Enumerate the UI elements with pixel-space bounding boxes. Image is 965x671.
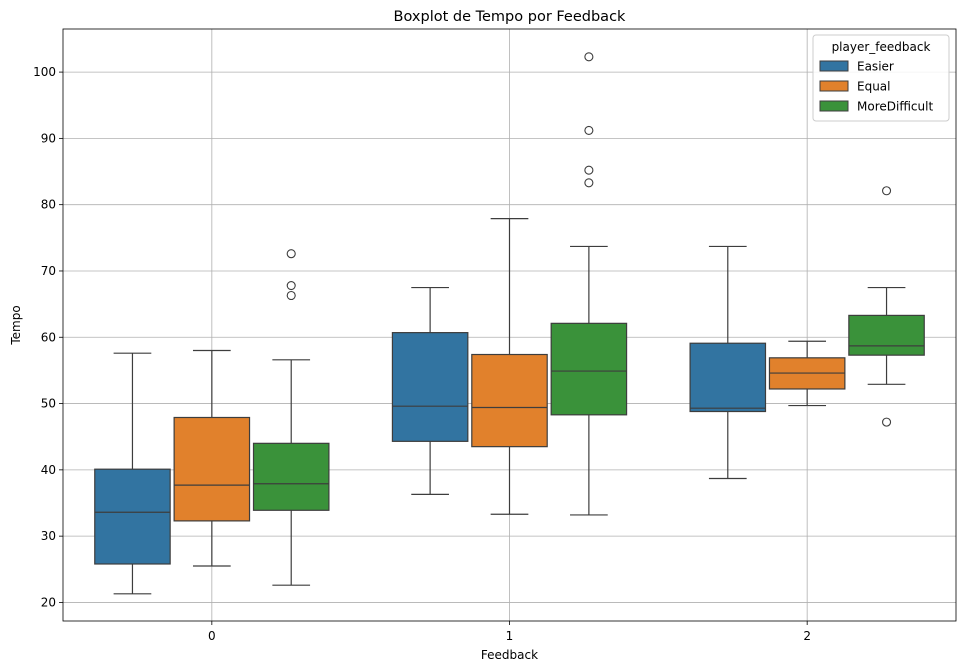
box-group: [768, 340, 846, 407]
box-group: [848, 186, 925, 427]
y-tick-label: 100: [33, 65, 56, 79]
chart-title: Boxplot de Tempo por Feedback: [394, 9, 627, 25]
box-group: [252, 249, 330, 586]
x-tick-label: 2: [803, 629, 811, 643]
x-tick-label: 0: [208, 629, 216, 643]
box-group: [173, 349, 251, 567]
y-tick-label: 20: [41, 595, 56, 609]
y-tick-label: 30: [41, 529, 56, 543]
y-tick-label: 70: [41, 264, 56, 278]
y-tick-label: 50: [41, 397, 56, 411]
outlier-point: [286, 249, 296, 259]
y-axis-ticks: 20 30 40 50 60 70 80 90 100: [33, 65, 63, 609]
outlier-point: [584, 178, 594, 188]
y-axis-label: Tempo: [9, 305, 23, 345]
outlier-point: [584, 165, 594, 175]
outlier-point: [584, 125, 594, 135]
box-group: [689, 245, 767, 480]
legend-swatch: [819, 60, 849, 72]
legend-label: Easier: [857, 60, 894, 74]
legend-swatch: [819, 100, 849, 112]
legend-label: Equal: [857, 80, 891, 94]
iqr-box: [848, 314, 925, 356]
iqr-box: [471, 353, 548, 448]
box-group: [94, 352, 171, 595]
box-group: [550, 52, 628, 516]
y-tick-label: 90: [41, 131, 56, 145]
y-tick-label: 60: [41, 330, 56, 344]
x-tick-label: 1: [506, 629, 514, 643]
legend-swatch: [819, 80, 849, 92]
iqr-box: [550, 322, 628, 416]
box-groups: [94, 52, 925, 595]
outlier-point: [286, 290, 296, 301]
y-tick-label: 40: [41, 463, 56, 477]
x-axis-label: Feedback: [481, 648, 538, 662]
legend-label: MoreDifficult: [857, 100, 933, 114]
legend: player_feedback Easier Equal MoreDifficult: [812, 34, 950, 122]
box-group: [471, 217, 548, 515]
legend-frame: [812, 34, 950, 122]
outlier-point: [881, 417, 892, 427]
x-axis-ticks: 0 1 2: [208, 621, 811, 643]
iqr-box: [94, 468, 171, 565]
legend-title: player_feedback: [832, 40, 931, 54]
outlier-point: [286, 281, 296, 291]
iqr-box: [689, 342, 767, 413]
iqr-box: [173, 416, 251, 522]
iqr-box: [252, 442, 330, 511]
box-group: [391, 286, 469, 495]
iqr-box: [391, 332, 469, 442]
y-tick-label: 80: [41, 198, 56, 212]
outlier-point: [881, 186, 892, 196]
outlier-point: [584, 52, 594, 62]
